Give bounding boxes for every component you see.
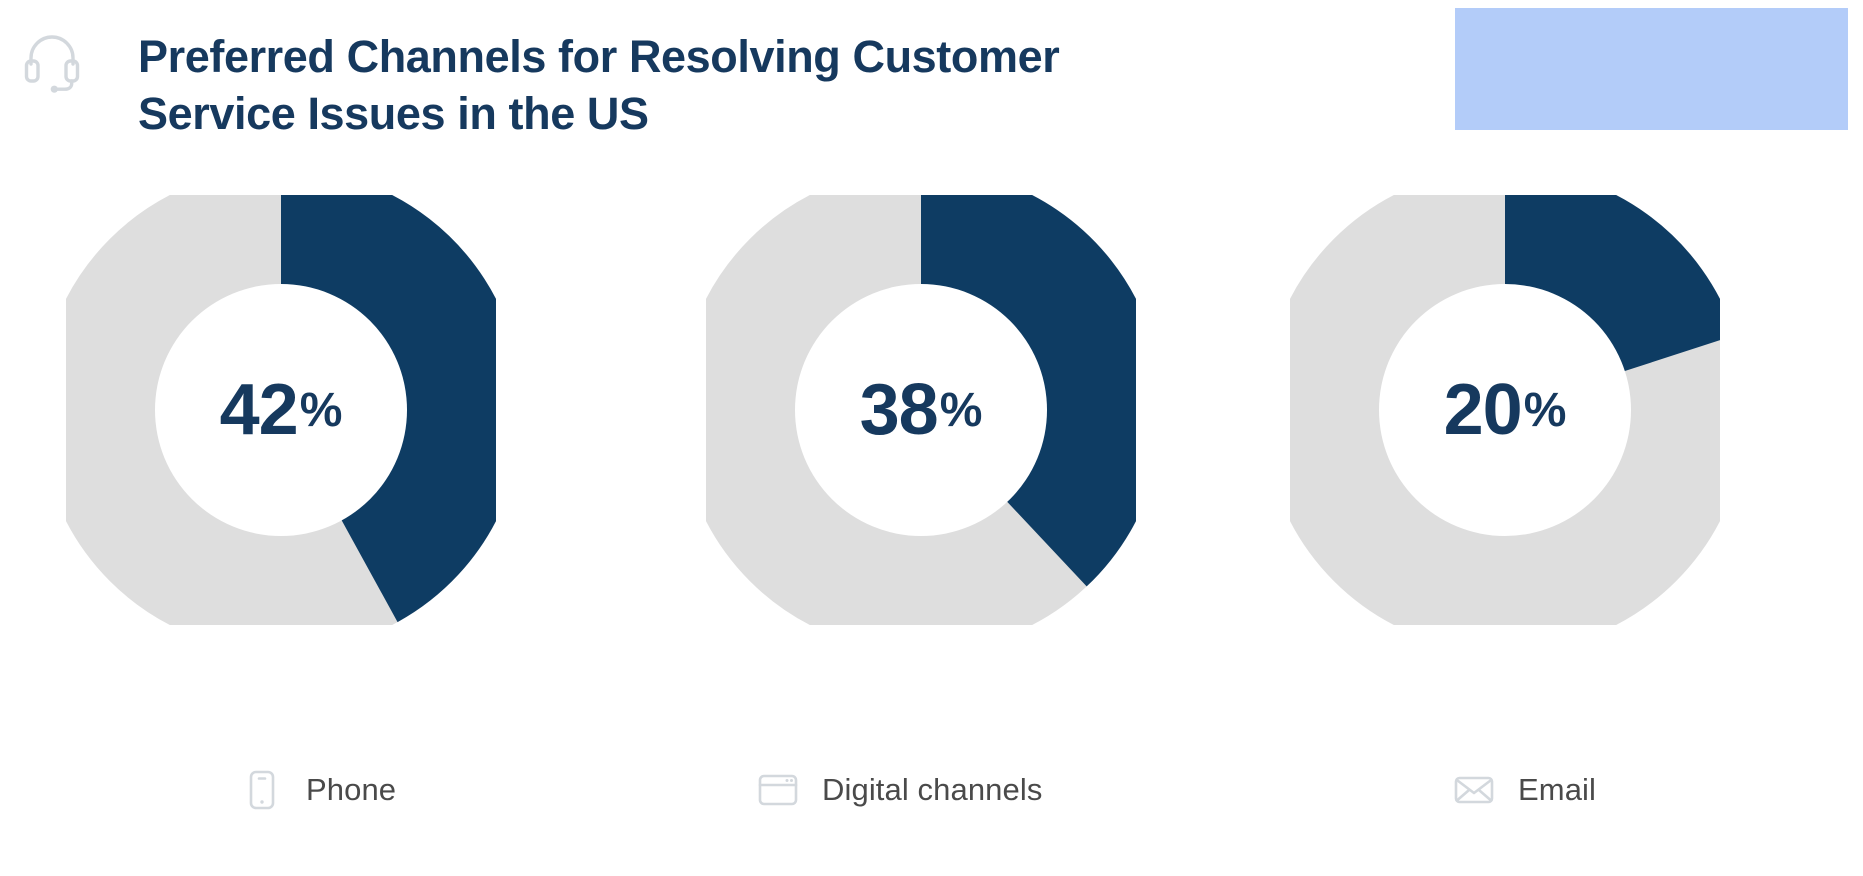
donut-charts-row: 42% 38% 20% bbox=[0, 195, 1863, 625]
donut-svg-email bbox=[1290, 195, 1720, 625]
legend-label-email: Email bbox=[1518, 772, 1597, 807]
donut-chart-digital-channels[interactable]: 38% bbox=[706, 195, 1136, 625]
accent-block bbox=[1455, 8, 1848, 130]
donut-chart-phone[interactable]: 42% bbox=[66, 195, 496, 625]
donut-chart-email[interactable]: 20% bbox=[1290, 195, 1720, 625]
smartphone-icon bbox=[240, 768, 284, 812]
legend-row: Phone Digital channels bbox=[0, 760, 1863, 840]
donut-center-disc bbox=[155, 284, 407, 536]
donut-center-disc bbox=[1379, 284, 1631, 536]
envelope-icon bbox=[1452, 768, 1496, 812]
legend-label-phone: Phone bbox=[306, 772, 397, 807]
donut-center-disc bbox=[795, 284, 1047, 536]
donut-arc-value bbox=[919, 195, 1136, 587]
legend-item-digital-channels[interactable]: Digital channels bbox=[756, 760, 1042, 820]
donut-svg-phone bbox=[66, 195, 496, 625]
donut-svg-digital-channels bbox=[706, 195, 1136, 625]
headset-icon bbox=[18, 26, 86, 94]
legend-item-phone[interactable]: Phone bbox=[240, 760, 396, 820]
header: Preferred Channels for Resolving Custome… bbox=[0, 0, 1863, 170]
page-title: Preferred Channels for Resolving Custome… bbox=[138, 31, 1060, 139]
legend-item-email[interactable]: Email bbox=[1452, 760, 1596, 820]
legend-label-digital-channels: Digital channels bbox=[822, 772, 1043, 807]
donut-arc-value bbox=[1503, 195, 1720, 374]
browser-window-icon bbox=[756, 768, 800, 812]
donut-arc-value bbox=[279, 195, 496, 623]
